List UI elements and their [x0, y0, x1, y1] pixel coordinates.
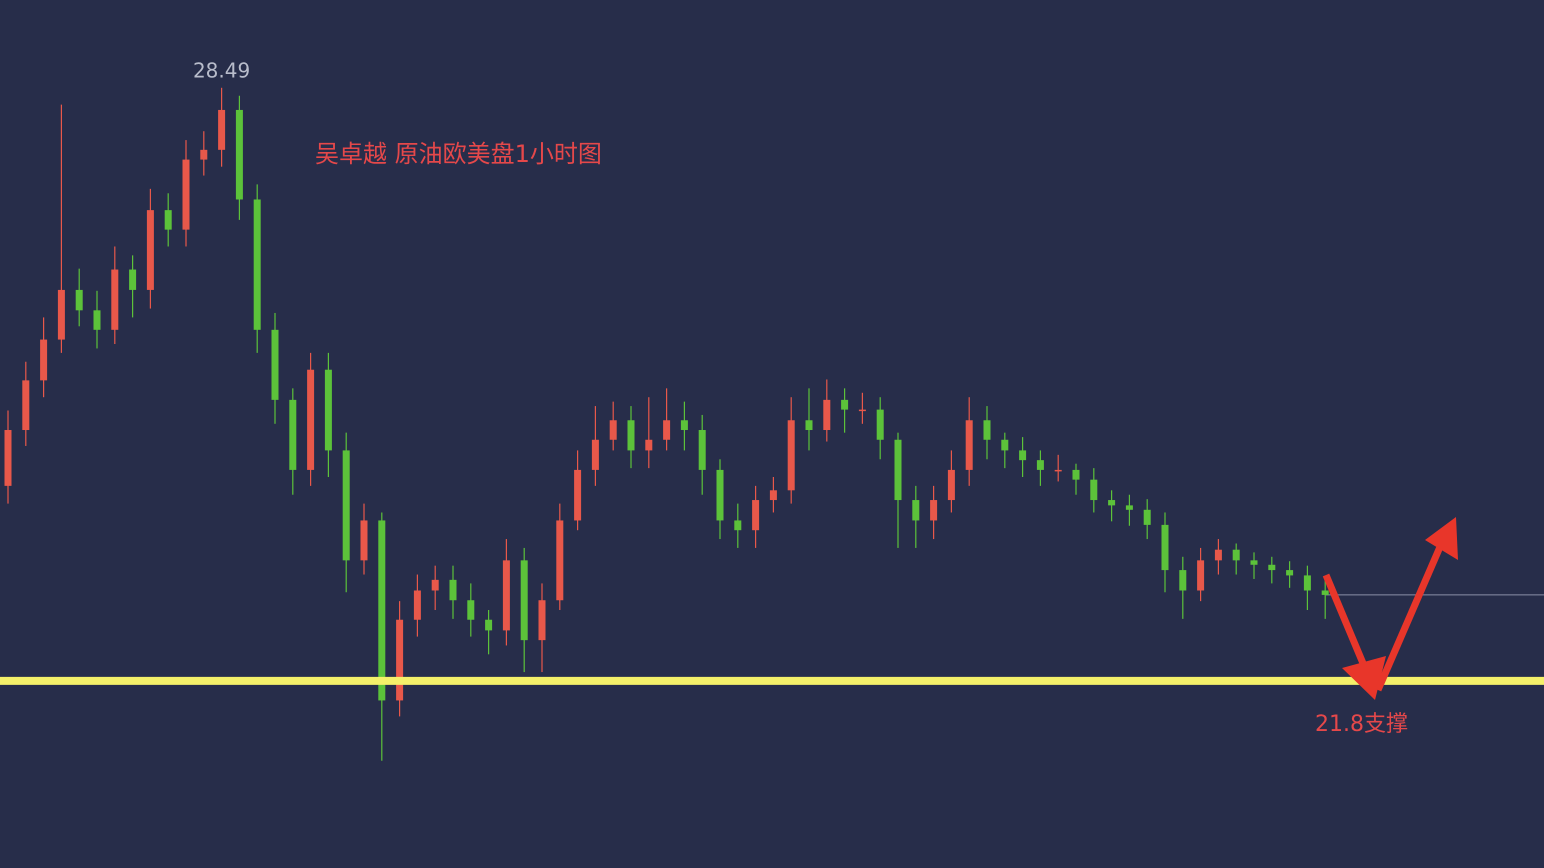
candle-body — [1090, 479, 1098, 501]
arrow-head — [1425, 517, 1458, 560]
candle-body — [1286, 570, 1294, 576]
candle-body — [1001, 439, 1009, 451]
candle-body — [1179, 570, 1187, 591]
candle-body — [378, 520, 386, 701]
arrow-head — [1342, 656, 1386, 700]
candle-body — [1036, 460, 1044, 470]
candle-body — [1161, 524, 1169, 571]
candle-body — [307, 369, 315, 470]
candle-body — [1250, 560, 1258, 565]
candle-body — [645, 439, 653, 451]
candle-body — [805, 420, 813, 431]
candle-body — [752, 500, 760, 531]
candle-body — [200, 149, 208, 160]
candle-body — [538, 600, 546, 641]
candle-body — [787, 420, 795, 491]
chart-title: 吴卓越 原油欧美盘1小时图 — [315, 140, 602, 168]
candle-body — [680, 420, 688, 431]
candle-body — [912, 500, 920, 521]
candle-body — [324, 369, 332, 451]
candle-body — [1108, 500, 1116, 506]
candle-body — [502, 560, 510, 631]
plot — [0, 87, 1544, 761]
candle-body — [467, 600, 475, 620]
candle-body — [164, 210, 172, 230]
candle-body — [40, 339, 48, 381]
candle-body — [894, 439, 902, 501]
candle-body — [1232, 549, 1240, 561]
candle-body — [182, 159, 190, 230]
arrow-up — [1374, 538, 1447, 692]
candle-body — [556, 520, 564, 601]
candle-body — [841, 399, 849, 410]
candle-body — [396, 619, 404, 701]
candle-body — [1019, 450, 1027, 461]
candle-body — [271, 329, 279, 400]
candle-body — [769, 490, 777, 501]
candle-body — [146, 210, 154, 290]
candle-body — [413, 590, 421, 620]
candle-body — [485, 619, 493, 631]
candle-body — [1125, 505, 1133, 510]
candle-body — [574, 469, 582, 521]
support-label: 21.8支撑 — [1315, 712, 1408, 737]
candle-body — [449, 579, 457, 601]
candle-body — [858, 409, 866, 412]
candle-body — [75, 289, 83, 311]
candle-body — [627, 420, 635, 451]
candle-body — [663, 420, 671, 440]
candle-body — [520, 560, 528, 641]
candle-body — [1321, 590, 1329, 595]
candle-body — [129, 269, 137, 290]
candle-body — [1143, 509, 1151, 525]
candle-body — [734, 520, 742, 531]
candle-body — [1197, 560, 1205, 591]
high-label: 28.49 — [193, 58, 250, 82]
candle-body — [983, 420, 991, 440]
candle-body — [1214, 549, 1222, 561]
candle-body — [342, 450, 350, 561]
candle-body — [823, 399, 831, 431]
candle-body — [1054, 469, 1062, 472]
candle-body — [431, 579, 439, 591]
candle-body — [1303, 575, 1311, 591]
candle-body — [698, 430, 706, 470]
candle-body — [360, 520, 368, 561]
candle-body — [1268, 564, 1276, 571]
candle-body — [609, 420, 617, 440]
candle-body — [218, 109, 226, 150]
candle-body — [253, 199, 261, 330]
candle-body — [235, 109, 243, 200]
candle-body — [1072, 469, 1080, 480]
candle-body — [57, 289, 65, 340]
candle-body — [947, 469, 955, 501]
candle-body — [965, 420, 973, 470]
candle-body — [591, 439, 599, 470]
candle-body — [289, 399, 297, 470]
candle-body — [716, 469, 724, 521]
candle-body — [876, 409, 884, 440]
candle-body — [93, 310, 101, 330]
candle-body — [111, 269, 119, 330]
candle-body — [4, 430, 12, 486]
candle-body — [22, 380, 30, 431]
candle-body — [930, 500, 938, 521]
